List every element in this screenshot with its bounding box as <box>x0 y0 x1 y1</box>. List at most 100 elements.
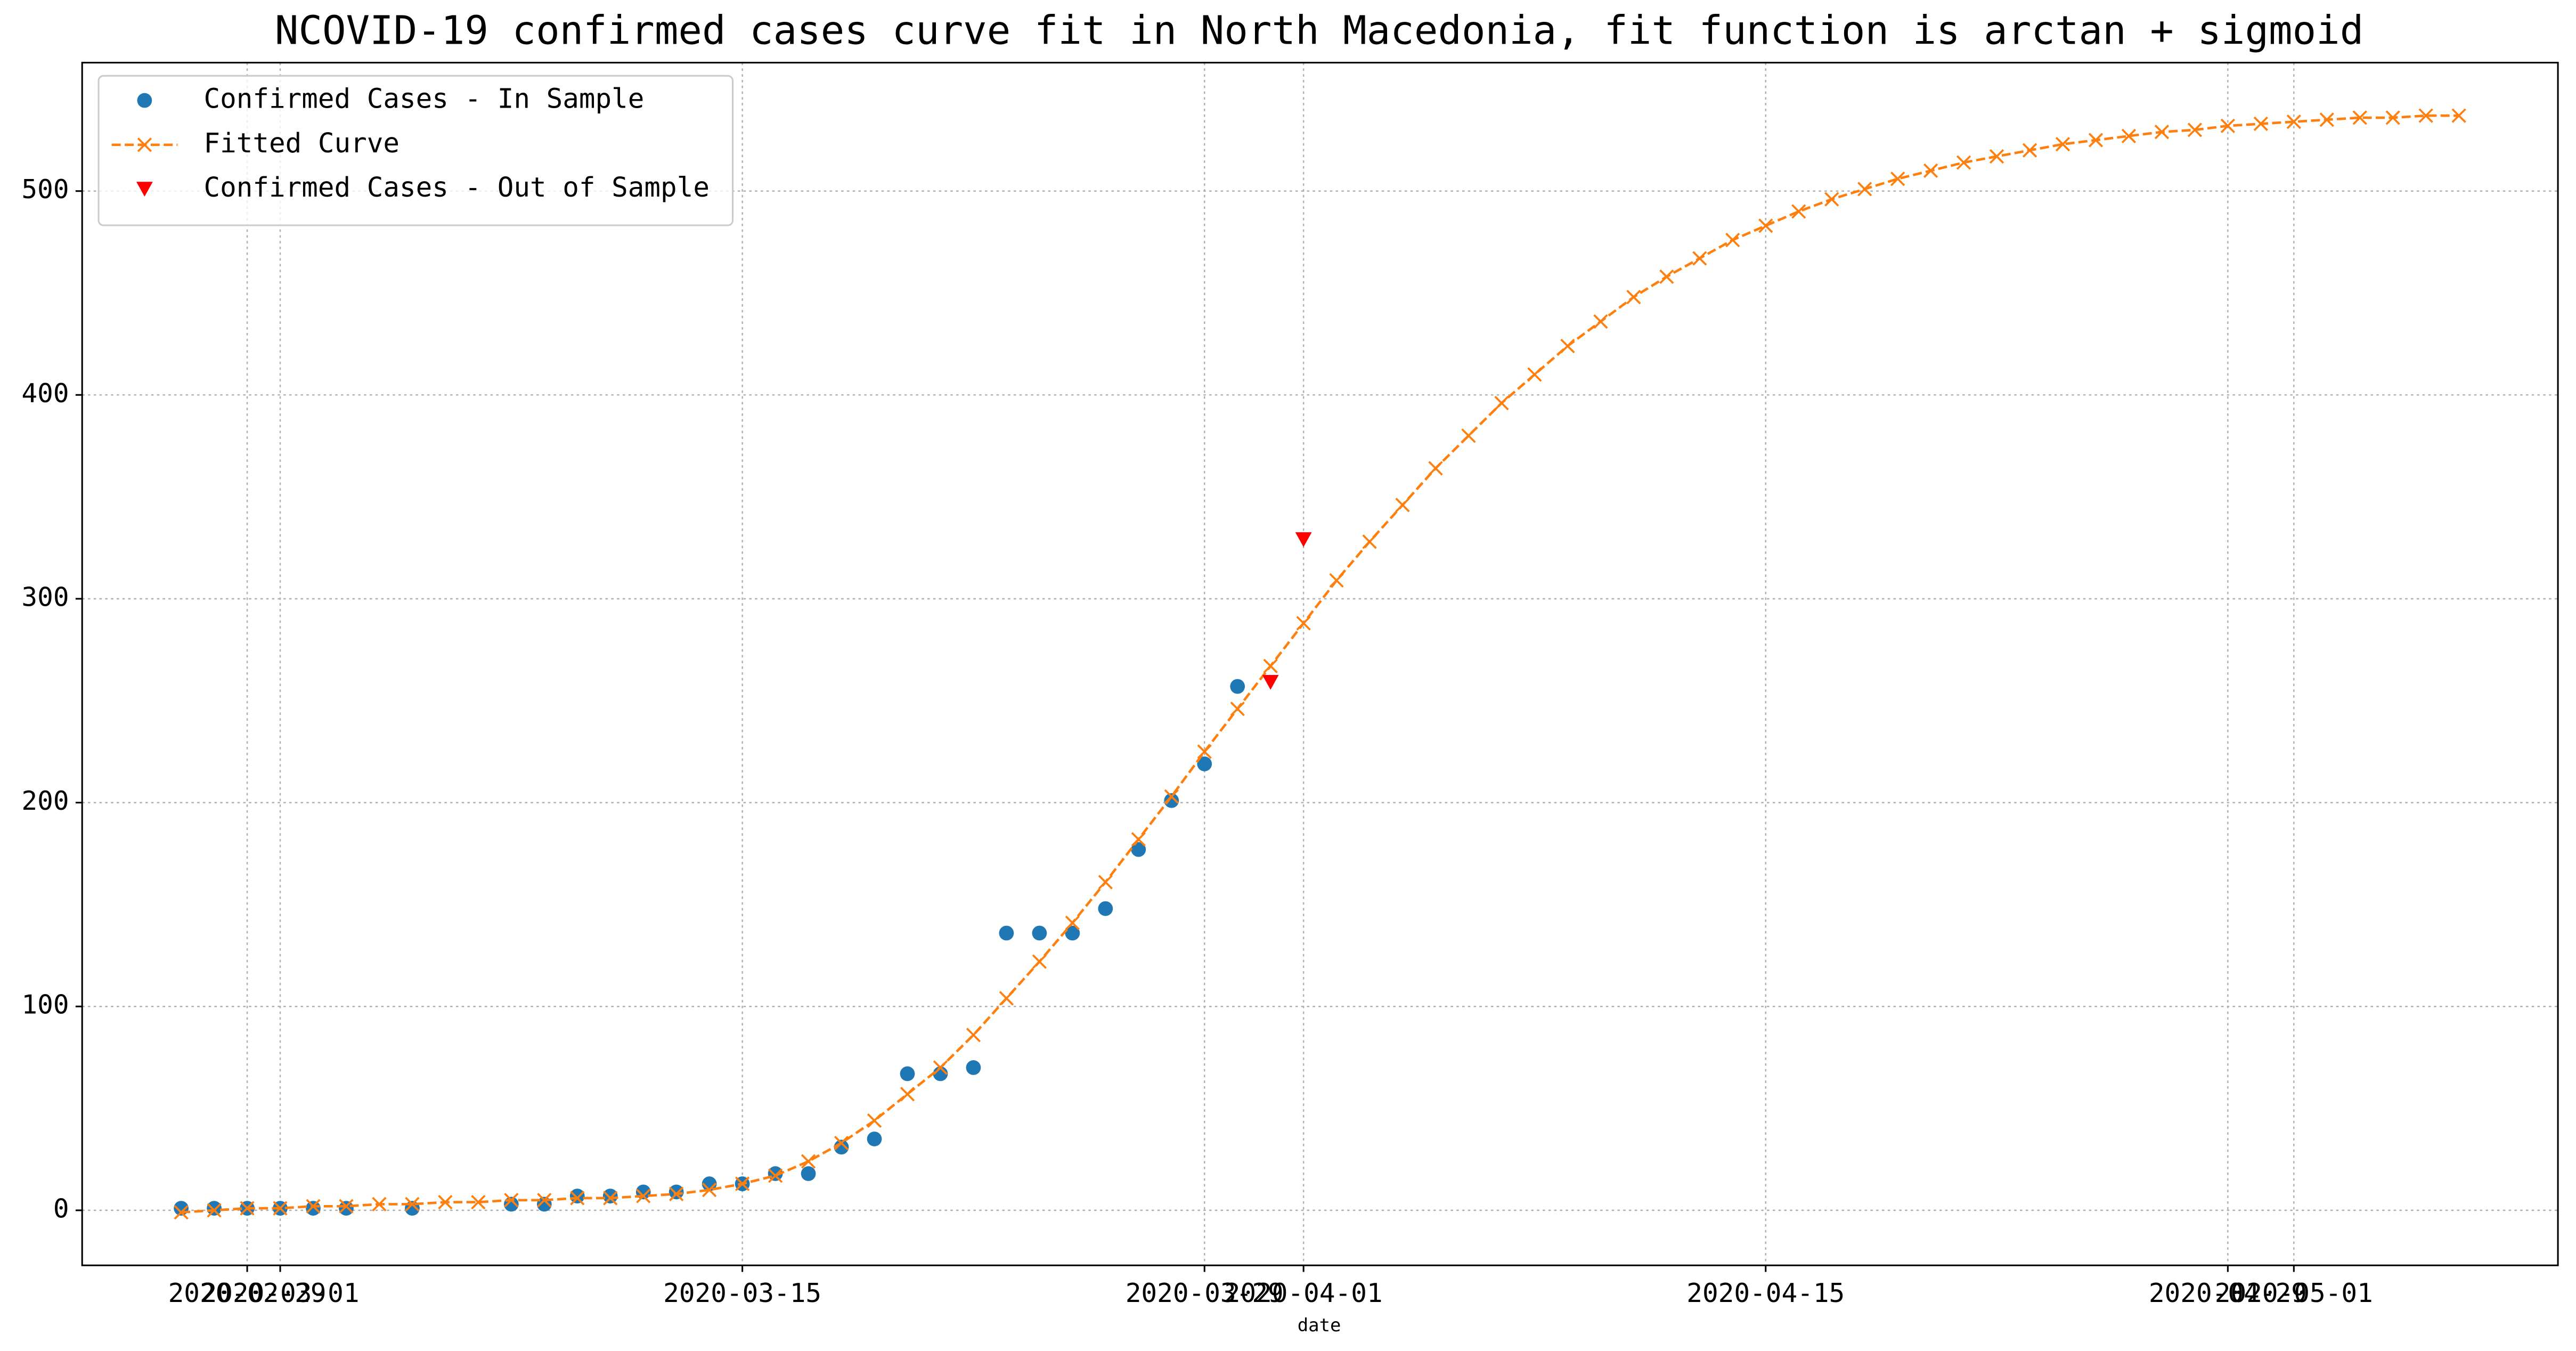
point <box>735 1176 750 1191</box>
point <box>1428 461 1443 476</box>
line <box>181 114 2459 1214</box>
point <box>1527 367 1542 382</box>
point <box>1032 925 1047 941</box>
point <box>1065 915 1080 931</box>
point <box>1131 832 1146 847</box>
point <box>1725 232 1740 248</box>
point <box>1230 679 1245 694</box>
y-tick-label: 200 <box>21 785 69 816</box>
point <box>834 1140 849 1155</box>
point <box>1626 289 1641 305</box>
point <box>1098 901 1113 916</box>
point <box>570 1191 585 1206</box>
point <box>339 1199 354 1214</box>
legend-box <box>97 75 734 226</box>
point <box>1791 204 1806 219</box>
point <box>207 1203 222 1218</box>
point <box>207 1201 222 1216</box>
point <box>471 1194 486 1210</box>
point <box>1164 793 1179 808</box>
point <box>1494 395 1509 411</box>
point <box>504 1193 519 1208</box>
x-tick-label: 2020-05-01 <box>2215 1277 2373 1308</box>
point <box>2088 133 2104 148</box>
point <box>999 925 1014 941</box>
x-tick-label: 2020-02-29 <box>168 1277 327 1308</box>
legend-label: Fitted Curve <box>203 127 400 159</box>
point <box>2253 116 2268 132</box>
point <box>306 1201 321 1216</box>
point <box>2418 108 2433 123</box>
legend-marker <box>137 137 152 152</box>
x-tick-label: 2020-03-15 <box>663 1277 821 1308</box>
point <box>801 1154 816 1169</box>
point <box>2055 137 2070 152</box>
point <box>2286 114 2301 129</box>
legend-marker <box>137 93 152 108</box>
point <box>1890 172 1905 186</box>
point <box>1923 163 1938 178</box>
point <box>603 1191 618 1206</box>
point <box>900 1066 915 1081</box>
point <box>1956 155 1971 170</box>
point <box>636 1189 651 1203</box>
point <box>569 1189 585 1204</box>
point <box>1295 532 1312 547</box>
point <box>2154 125 2170 140</box>
legend-marker <box>136 182 153 197</box>
point <box>834 1135 849 1151</box>
legend: Confirmed Cases - In Sample Fitted Curve C… <box>97 75 734 226</box>
y-tick-label: 100 <box>21 989 69 1020</box>
point <box>1560 338 1575 354</box>
y-tick-label: 300 <box>21 581 69 612</box>
x-tick-label: 2020-04-15 <box>1686 1277 1845 1308</box>
plot-area <box>174 108 2466 1220</box>
point <box>372 1197 387 1212</box>
point <box>1262 674 1279 690</box>
point <box>1230 701 1245 717</box>
point <box>174 1205 189 1220</box>
point <box>438 1194 453 1210</box>
point <box>1065 925 1080 941</box>
point <box>669 1184 684 1200</box>
point <box>602 1189 618 1204</box>
point <box>1362 534 1377 549</box>
point <box>2451 108 2466 123</box>
point <box>1395 498 1410 512</box>
point <box>1032 954 1047 969</box>
point <box>1197 756 1212 771</box>
point <box>900 1087 915 1102</box>
point <box>2187 123 2203 137</box>
point <box>1197 744 1212 759</box>
x-axis-label: date <box>1298 1315 1341 1336</box>
point <box>1098 875 1113 890</box>
y-tick-label: 0 <box>53 1193 69 1224</box>
point <box>1263 658 1278 673</box>
point <box>966 1060 981 1075</box>
point <box>2385 110 2400 125</box>
x-tick-label: 2020-03-01 <box>201 1277 360 1308</box>
point <box>999 991 1014 1006</box>
point <box>933 1060 948 1075</box>
point <box>1989 149 2004 164</box>
point <box>669 1186 684 1201</box>
point <box>1296 616 1311 631</box>
x-tick-label: 2020-04-01 <box>1225 1277 1383 1308</box>
point <box>1461 428 1476 443</box>
x-tick-label: 2020-04-29 <box>2149 1277 2307 1308</box>
x-tick-label: 2020-03-29 <box>1126 1277 1284 1308</box>
point <box>1758 218 1773 233</box>
point <box>2220 118 2236 133</box>
point <box>702 1182 717 1198</box>
point <box>1659 269 1674 284</box>
point <box>867 1132 882 1146</box>
point <box>306 1199 321 1214</box>
point <box>339 1201 354 1216</box>
point <box>2352 110 2367 125</box>
point <box>273 1201 288 1216</box>
y-tick-label: 500 <box>21 174 69 205</box>
axes-frame <box>81 62 2559 1266</box>
